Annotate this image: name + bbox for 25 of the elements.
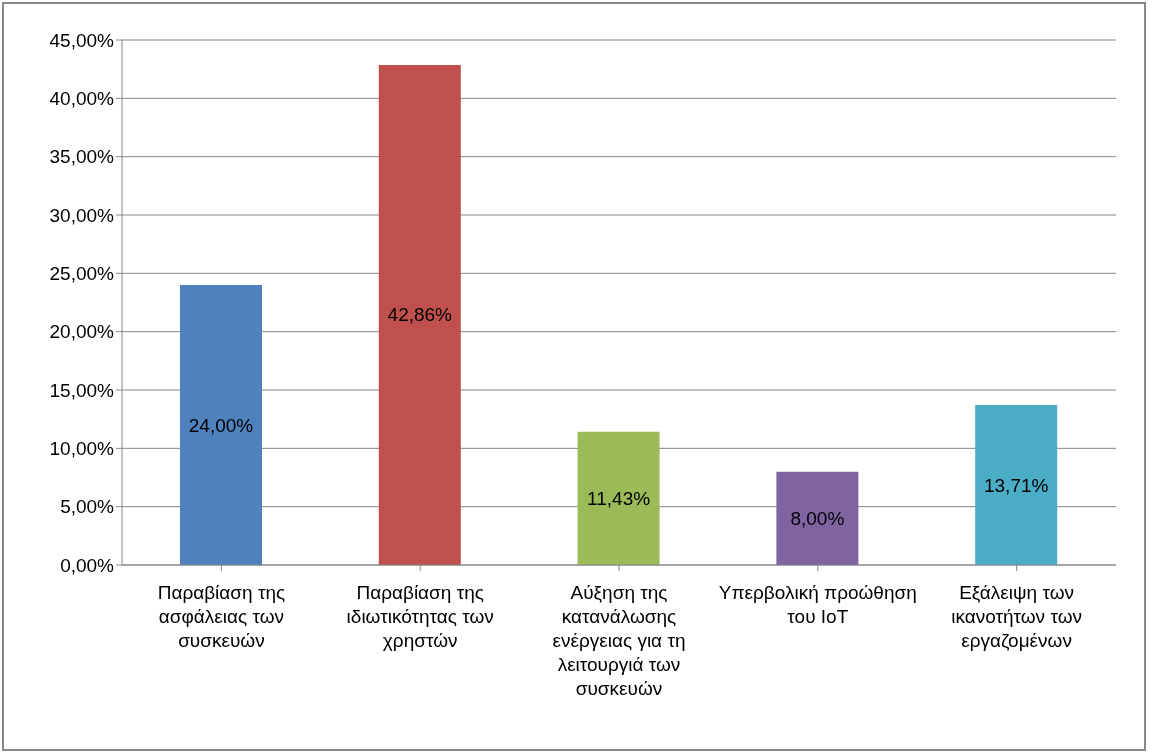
bar — [776, 471, 859, 565]
bar — [577, 431, 660, 565]
data-label: 24,00% — [188, 414, 254, 436]
y-tick-label: 15,00% — [49, 379, 115, 401]
y-tick-label: 30,00% — [49, 204, 115, 226]
y-tick-label: 35,00% — [49, 146, 115, 168]
x-tick-label: Παραβίαση της ιδιωτικότητας των χρηστών — [346, 582, 494, 651]
x-tick-label: Αύξηση της κατανάλωσης ενέργειας για τη λειτουργιά των συσκευών — [552, 582, 686, 699]
x-tick-label: Εξάλειψη των ικανοτήτων των εργαζομένων — [951, 582, 1082, 651]
y-tick-label: 5,00% — [60, 496, 115, 518]
data-label: 42,86% — [387, 304, 453, 326]
x-tick-label: Υπερβολική προώθηση του IoT — [718, 582, 917, 627]
y-tick-label: 0,00% — [60, 554, 115, 576]
data-label: 11,43% — [587, 487, 651, 509]
bar — [180, 285, 262, 565]
data-label: 13,71% — [983, 474, 1049, 496]
y-tick-label: 20,00% — [49, 321, 115, 343]
bar — [378, 64, 461, 565]
y-tick-label: 45,00% — [49, 29, 115, 51]
y-tick-label: 10,00% — [49, 438, 115, 460]
bar — [975, 405, 1058, 565]
y-tick-label: 40,00% — [49, 88, 115, 110]
y-tick-label: 25,00% — [49, 263, 115, 285]
x-tick-label: Παραβίαση της ασφάλειας των συσκευών — [157, 582, 286, 651]
data-label: 8,00% — [790, 507, 845, 529]
